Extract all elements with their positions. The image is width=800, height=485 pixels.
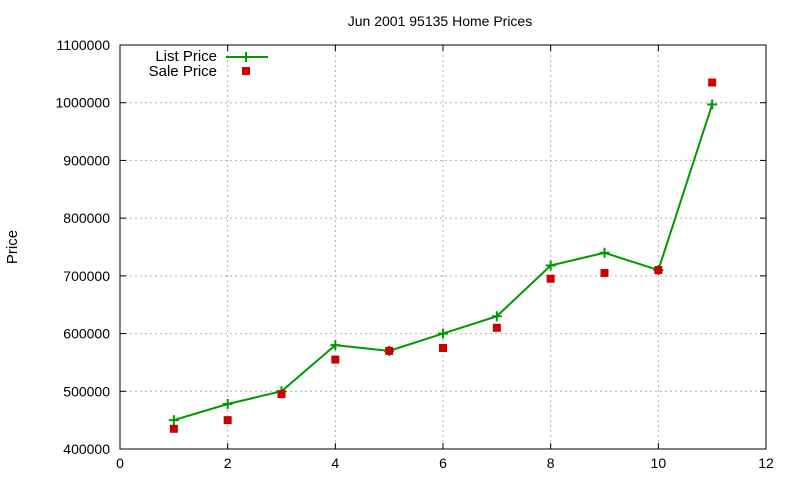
- x-tick-label: 2: [224, 455, 232, 471]
- list-price-point: [330, 340, 341, 351]
- sale-price-point: [546, 274, 555, 283]
- x-tick-label: 6: [439, 455, 447, 471]
- y-tick-label: 500000: [63, 383, 110, 399]
- x-axis-ticks: 0 2 4 6 8 10 12: [116, 45, 774, 471]
- legend-marker-sale-price: [242, 67, 250, 75]
- y-tick-label: 900000: [63, 152, 110, 168]
- series: [168, 78, 718, 433]
- list-price-point: [707, 99, 718, 110]
- legend-label-sale-price: Sale Price: [149, 63, 217, 80]
- y-axis-label: Price: [4, 230, 21, 264]
- sale-price-point: [223, 416, 232, 425]
- sale-price-point: [331, 355, 340, 364]
- sale-price-point: [492, 323, 501, 332]
- list-price-point: [545, 260, 556, 271]
- sale-price-point: [169, 424, 178, 433]
- sale-price-point: [708, 78, 717, 87]
- sale-price-point: [385, 346, 394, 355]
- chart-title: Jun 2001 95135 Home Prices: [348, 13, 532, 29]
- x-tick-label: 0: [116, 455, 124, 471]
- list-price-point: [438, 328, 448, 339]
- list-price-point: [222, 398, 233, 409]
- sale-price-point: [277, 390, 286, 399]
- y-tick-label: 600000: [63, 326, 110, 342]
- x-tick-label: 4: [331, 455, 339, 471]
- y-tick-label: 700000: [63, 268, 110, 284]
- y-tick-label: 400000: [63, 441, 110, 457]
- list-price-point: [599, 247, 610, 258]
- sale-price-point: [439, 344, 447, 352]
- legend-marker-list-price: [241, 52, 251, 62]
- sale-price-point: [600, 268, 609, 277]
- x-tick-label: 10: [651, 455, 667, 471]
- legend: List Price Sale Price: [149, 48, 268, 80]
- list-price-point: [168, 415, 179, 426]
- sale-price-point: [654, 266, 663, 275]
- y-tick-label: 1100000: [57, 37, 111, 53]
- list-price-point: [491, 311, 502, 322]
- y-tick-label: 1000000: [55, 95, 110, 111]
- x-tick-label: 8: [547, 455, 555, 471]
- grid: [120, 45, 766, 449]
- y-tick-label: 800000: [63, 210, 110, 226]
- y-axis-ticks: 400000 500000 600000 700000 800000 900000 1000…: [55, 37, 766, 457]
- x-tick-label: 12: [758, 455, 774, 471]
- legend-label-list-price: List Price: [155, 48, 217, 65]
